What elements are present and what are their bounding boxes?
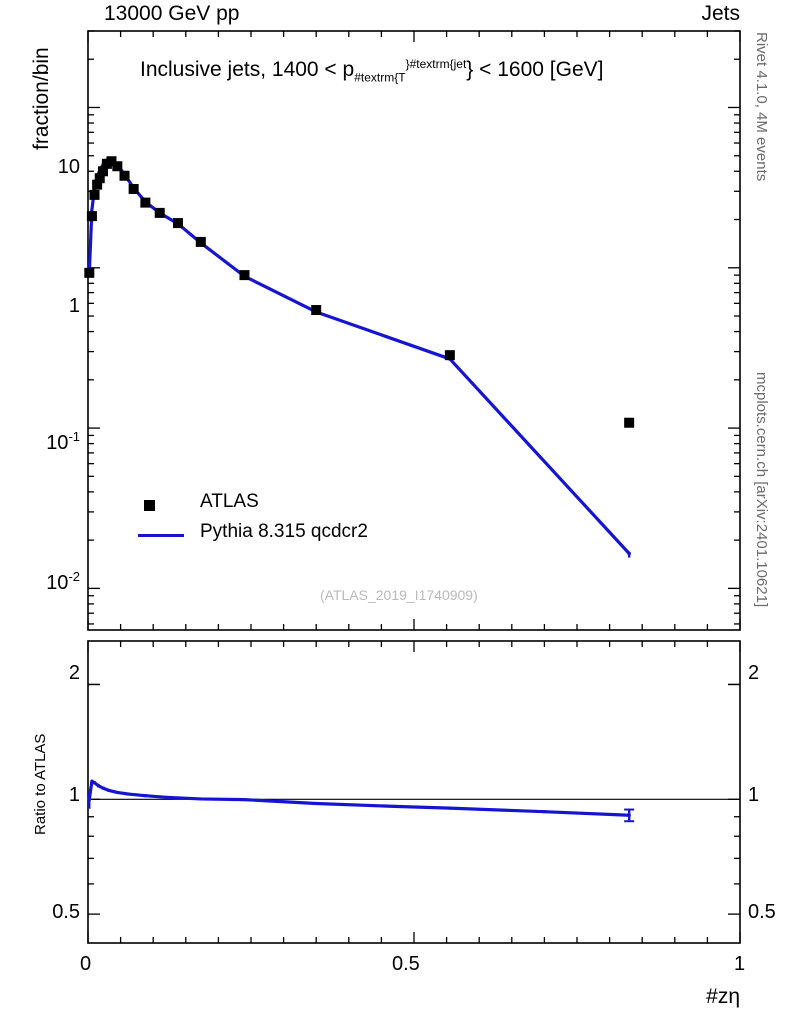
header-left-label: 13000 GeV pp [104,2,240,25]
mc-curve-ratio [87,779,631,817]
data-point-marker [172,218,183,229]
mc-point-ratio [392,804,396,808]
plot-title-prefix: Inclusive jets, 1400 < p [140,58,355,81]
data-point-marker [112,161,123,172]
data-point-marker [94,173,105,184]
main-ytick-1: 1 [68,295,80,317]
xtick-05: 0.5 [392,953,420,975]
data-point-marker [624,417,635,428]
plot-title-suffix: } < 1600 [GeV] [466,58,604,81]
mc-point-ratio [90,779,94,783]
mc-point-ratio [96,784,100,788]
ratio-ytick-05-right: 0.5 [748,901,776,923]
plot-title-superscript-brace: } [405,57,410,72]
plot-title-subscript: #textrm{T [354,70,406,85]
data-point-marker [86,211,97,222]
header-right-label: Jets [701,2,740,25]
mc-point-ratio [126,792,130,796]
mc-point-ratio [314,801,318,805]
mc-point-ratio [164,795,168,799]
ratio-panel-frame [87,640,741,944]
data-point-marker [154,207,165,218]
analysis-id-watermark: (ATLAS_2019_I1740909) [320,587,478,603]
ratio-ytick-05-left: 0.5 [52,901,80,923]
data-point-marker [128,184,139,195]
data-point-marker [92,179,103,190]
mc-point-ratio [242,798,246,802]
mc-point-ratio [101,786,105,790]
data-point-marker [444,350,455,361]
legend-label-pythia: Pythia 8.315 qcdcr2 [200,521,368,542]
data-point-marker [140,197,151,208]
data-point-marker [84,267,95,278]
ratio-ytick-2-right: 2 [748,662,760,684]
ratio-ytick-2-left: 2 [68,662,80,684]
mc-point-ratio [115,790,119,794]
data-point-marker [89,189,100,200]
main-ytick-1e-2: 10-2 [46,568,80,594]
data-point-marker [119,170,130,181]
main-ytick-1e-1: 10-1 [46,428,80,454]
square-marker-icon [144,500,155,511]
line-marker-icon [138,534,184,537]
mc-curve-main [87,157,631,556]
legend-label-atlas: ATLAS [200,491,259,512]
data-point-marker [106,156,117,167]
xtick-1: 1 [734,953,746,975]
x-axis-label: #zη [706,985,740,1008]
main-panel-frame [87,30,741,631]
mc-point-ratio [542,810,546,814]
data-point-marker [311,305,322,316]
xtick-0: 0 [80,953,92,975]
mc-point-ratio [199,797,203,801]
plot-title-superscript: #textrm{jet [409,57,467,72]
mc-point-main [90,208,94,212]
ratio-ytick-1-left: 1 [68,784,80,806]
mc-point-ratio [107,788,111,792]
ratio-ytick-1-right: 1 [748,784,760,806]
data-point-marker [239,270,250,281]
mc-point-ratio [448,806,452,810]
plot-title: Inclusive jets, 1400 < p#textrm{T}#textr… [140,57,604,85]
data-point-marker [97,166,108,177]
mc-point-ratio [143,794,147,798]
mc-point-ratio [93,781,97,785]
main-ytick-10: 10 [57,156,80,178]
data-point-marker [195,236,206,247]
